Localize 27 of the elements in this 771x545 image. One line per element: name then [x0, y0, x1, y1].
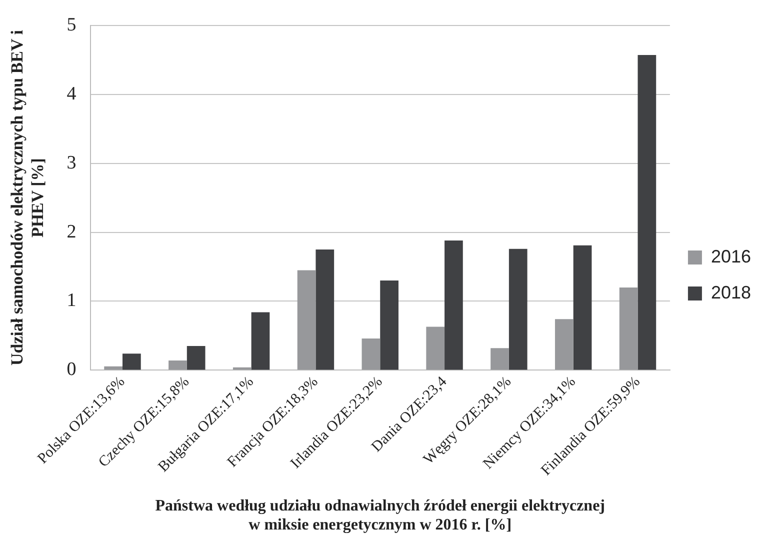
bar [186, 346, 206, 370]
bar [426, 326, 445, 370]
y-tick-label: 1 [66, 290, 76, 312]
y-tick-label: 5 [66, 14, 76, 36]
y-tick-label: 0 [66, 359, 76, 380]
legend-label: 2018 [710, 282, 752, 302]
bar [619, 287, 638, 370]
bar [380, 280, 398, 370]
bar [168, 360, 187, 370]
bar [508, 248, 528, 370]
bar [297, 270, 316, 370]
legend-label: 2016 [710, 246, 752, 266]
y-tick-label: 4 [66, 83, 77, 104]
bar [554, 319, 574, 370]
bar [573, 245, 592, 370]
y-tick-label: 3 [66, 152, 76, 174]
bar [490, 348, 509, 370]
y-tick-label: 2 [66, 221, 76, 242]
bar [251, 312, 270, 370]
bar [362, 338, 380, 370]
x-axis-title: Państwa według udziału odnawialnych źródeł energii elektrycznej w miksie energetycznym w 2016 r. [%] [155, 497, 606, 534]
y-axis-title: Udział samochodów elektrycznych typu BEV i PHEV [%] [8, 30, 47, 366]
bar [104, 366, 123, 370]
bar [444, 240, 463, 370]
bar [122, 354, 141, 370]
bar [316, 250, 334, 370]
bar [638, 55, 656, 370]
